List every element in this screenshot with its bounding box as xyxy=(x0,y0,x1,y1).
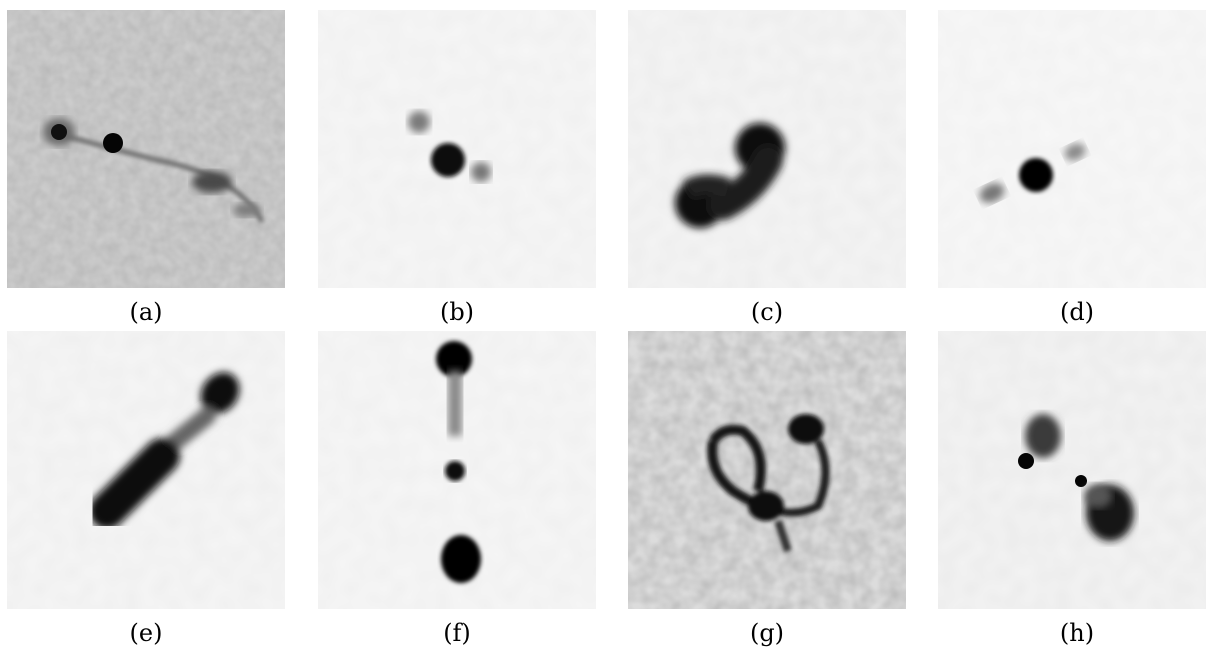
image-panel-f xyxy=(318,331,596,609)
image-panel-a xyxy=(7,10,285,288)
image-panel-c xyxy=(628,10,906,288)
caption-e: (e) xyxy=(129,619,163,647)
caption-b: (b) xyxy=(439,298,475,326)
image-panel-e xyxy=(7,331,285,609)
image-panel-d xyxy=(938,10,1206,288)
caption-d: (d) xyxy=(1059,298,1095,326)
image-panel-b xyxy=(318,10,596,288)
caption-g: (g) xyxy=(749,619,785,647)
caption-f: (f) xyxy=(443,619,471,647)
caption-a: (a) xyxy=(129,298,163,326)
image-panel-g xyxy=(628,331,906,609)
caption-c: (c) xyxy=(750,298,784,326)
caption-h: (h) xyxy=(1059,619,1095,647)
image-panel-h xyxy=(938,331,1206,609)
